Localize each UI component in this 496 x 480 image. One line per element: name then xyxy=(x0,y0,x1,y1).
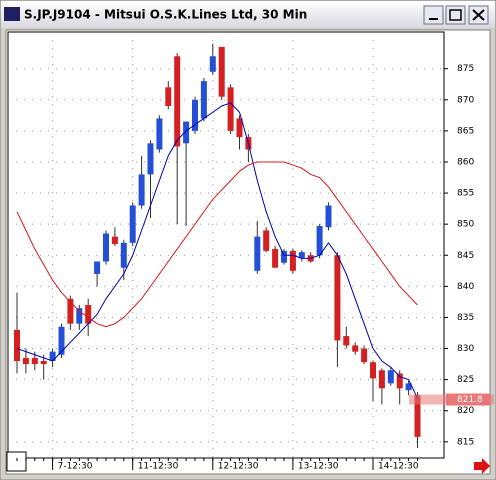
x-tick-label: 14-12:30 xyxy=(378,462,419,472)
candle-body xyxy=(316,226,323,256)
candle-body xyxy=(22,357,29,365)
y-tick-label: 860 xyxy=(457,157,474,167)
title-bar xyxy=(1,1,495,28)
candle-body xyxy=(254,236,261,271)
candle-body xyxy=(14,329,20,361)
candle-body xyxy=(236,118,243,138)
candle-body xyxy=(334,255,341,341)
candle-body xyxy=(67,298,74,324)
x-tick-label: 13-12:30 xyxy=(298,462,339,472)
candle-body xyxy=(103,233,109,262)
candle-body xyxy=(387,370,394,384)
candle-body xyxy=(147,143,154,175)
x-tick-label: 7-12:30 xyxy=(58,462,93,472)
candle-body xyxy=(263,230,270,251)
candle-body xyxy=(165,87,172,107)
candle-body xyxy=(378,370,385,389)
close-button[interactable] xyxy=(468,5,489,25)
maximize-button[interactable] xyxy=(445,5,466,25)
corner-box[interactable] xyxy=(6,451,27,472)
moving-average-line xyxy=(16,102,418,399)
y-tick-label: 840 xyxy=(457,282,474,292)
moving-average-line xyxy=(16,161,418,328)
app-icon xyxy=(4,7,20,21)
x-tick-label: 12-12:30 xyxy=(218,462,259,472)
y-tick-label: 815 xyxy=(457,437,474,447)
candle-body xyxy=(183,121,190,144)
candle-body xyxy=(405,383,412,391)
candle-body xyxy=(58,326,65,355)
candle-body xyxy=(129,205,136,243)
candle-body xyxy=(396,373,403,389)
y-tick-label: 830 xyxy=(457,344,474,354)
candle-body xyxy=(343,336,350,346)
minimize-button[interactable] xyxy=(423,5,444,25)
scroll-arrow[interactable] xyxy=(474,458,490,474)
candle-body xyxy=(94,261,101,274)
candle-body xyxy=(209,56,216,72)
candle-body xyxy=(85,305,92,324)
candle-body xyxy=(120,242,127,268)
y-tick-label: 875 xyxy=(457,64,474,74)
x-tick-label: 11-12:30 xyxy=(138,462,179,472)
candle-body xyxy=(414,395,421,437)
candle-body xyxy=(76,308,83,324)
candle-body xyxy=(298,252,305,259)
candle-body xyxy=(200,81,207,119)
y-tick-label: 850 xyxy=(457,220,474,230)
last-value-label: 821.8 xyxy=(457,395,483,405)
candle-body xyxy=(192,99,198,131)
candle-body xyxy=(49,351,56,361)
candle-body xyxy=(281,250,287,263)
y-tick-label: 820 xyxy=(457,406,474,416)
candle-body xyxy=(361,348,368,363)
candle-body xyxy=(40,360,47,365)
y-tick-label: 835 xyxy=(457,313,474,323)
y-tick-label: 825 xyxy=(457,375,474,385)
last-value-box xyxy=(446,393,490,406)
candle-body xyxy=(352,345,359,352)
candle-body xyxy=(272,249,279,268)
y-tick-label: 845 xyxy=(457,251,474,261)
candle-body xyxy=(174,56,181,147)
plot-area xyxy=(7,31,445,459)
candle-body xyxy=(156,118,163,150)
candle-body xyxy=(31,357,38,365)
candle-body xyxy=(289,250,296,271)
candle-body xyxy=(218,46,225,97)
candle-body xyxy=(325,205,332,228)
candle-body xyxy=(370,362,376,379)
y-tick-label: 865 xyxy=(457,126,474,136)
candle-body xyxy=(227,87,234,131)
y-tick-label: 870 xyxy=(457,95,474,105)
candle-body xyxy=(111,236,118,245)
candle-body xyxy=(138,174,145,206)
y-tick-label: 855 xyxy=(457,189,474,199)
window-title: S.JP.J9104 - Mitsui O.S.K.Lines Ltd, 30 … xyxy=(24,8,307,22)
